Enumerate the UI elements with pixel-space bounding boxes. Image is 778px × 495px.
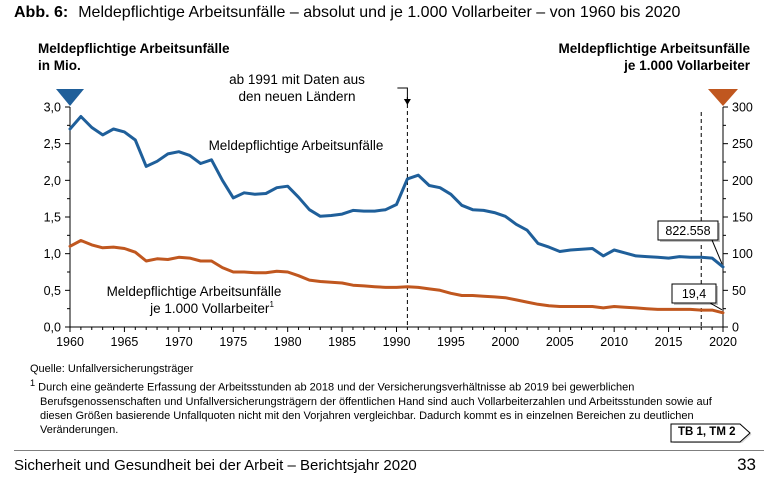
y-right-tick-label: 100 [732, 247, 753, 261]
x-tick-label: 1980 [274, 335, 302, 349]
y-right-tick-label: 0 [732, 321, 739, 335]
x-tick-label: 1985 [328, 335, 356, 349]
footer-text: Sicherheit und Gesundheit bei der Arbeit… [14, 457, 417, 474]
series-label-rate-footnote-marker: 1 [269, 300, 274, 309]
y-right-tick-label: 250 [732, 137, 753, 151]
x-tick-label: 2010 [600, 335, 628, 349]
footer-rule [14, 450, 764, 451]
series-label-absolute: Meldepflichtige Arbeitsunfälle [209, 138, 384, 153]
series-line-absolute [68, 115, 725, 269]
left-axis-label-line-2: in Mio. [38, 58, 81, 73]
end-value-rate-box [671, 283, 717, 304]
y-right-tick-label: 50 [732, 284, 746, 298]
right-axis-label-line-1: Meldepflichtige Arbeitsunfälle [558, 41, 750, 56]
figure-title: Abb. 6: Meldepflichtige Arbeitsunfälle – … [14, 4, 680, 22]
annotation-arrow-head [403, 99, 411, 105]
x-tick-label: 2000 [491, 335, 519, 349]
series-label-rate-line-1: Meldepflichtige Arbeitsunfälle [107, 284, 282, 299]
annotation-text-line: den neuen Ländern [238, 89, 355, 104]
x-tick-label: 1995 [437, 335, 465, 349]
y-left-tick-label: 1,0 [44, 247, 61, 261]
right-axis-label-line-2: je 1.000 Vollarbeiter [624, 58, 750, 73]
x-tick-label: 1975 [219, 335, 247, 349]
y-left-tick-label: 0,0 [44, 321, 61, 335]
tag-shape [670, 423, 752, 443]
figure-title-text: Meldepflichtige Arbeitsunfälle – absolut… [78, 4, 681, 21]
x-tick-label: 2020 [709, 335, 737, 349]
x-tick-label: 1960 [56, 335, 84, 349]
end-value-rate-text: 19,4 [682, 287, 706, 301]
footnote-marker: 1 [30, 378, 36, 388]
right-axis-marker-icon [708, 89, 738, 106]
y-left-tick-label: 2,0 [44, 174, 61, 188]
end-value-rate-pointer [709, 302, 723, 311]
x-tick-label: 1965 [111, 335, 139, 349]
y-left-tick-label: 0,5 [44, 284, 61, 298]
page-number: 33 [737, 455, 756, 474]
annotation-text-line: ab 1991 mit Daten aus [229, 72, 365, 87]
left-axis-label: Meldepflichtige Arbeitsunfälle in Mio. [38, 40, 230, 74]
end-value-absolute-pointer [711, 239, 723, 265]
notes: Quelle: Unfallversicherungsträger 1 Durc… [30, 362, 740, 437]
footnote: 1 Durch eine geänderte Erfassung der Arb… [30, 376, 740, 437]
x-tick-label: 1990 [383, 335, 411, 349]
y-left-tick-label: 2,5 [44, 137, 61, 151]
end-value-absolute-box [657, 220, 719, 241]
y-right-tick-label: 150 [732, 211, 753, 225]
figure-label: Abb. 6: [14, 4, 69, 21]
left-axis-marker-icon [56, 89, 84, 106]
footnote-text: Durch eine geänderte Erfassung der Arbei… [38, 381, 712, 436]
x-tick-label: 2005 [546, 335, 574, 349]
table-reference-tag: TB 1, TM 2 [670, 423, 752, 443]
right-axis-label: Meldepflichtige Arbeitsunfälle je 1.000 … [558, 40, 750, 74]
x-tick-label: 2015 [655, 335, 683, 349]
table-reference-text: TB 1, TM 2 [678, 426, 736, 438]
y-right-tick-label: 300 [732, 101, 753, 115]
series-label-rate-line-2: je 1.000 Vollarbeiter1 [149, 300, 274, 316]
left-axis-label-line-1: Meldepflichtige Arbeitsunfälle [38, 41, 230, 56]
annotation-arrow-shaft [397, 87, 408, 102]
y-left-tick-label: 1,5 [44, 211, 61, 225]
y-right-tick-label: 200 [732, 174, 753, 188]
y-left-tick-label: 3,0 [44, 101, 61, 115]
source-note: Quelle: Unfallversicherungsträger [30, 363, 194, 375]
x-tick-label: 1970 [165, 335, 193, 349]
series-line-rate [68, 239, 725, 315]
end-value-absolute-text: 822.558 [665, 224, 710, 238]
